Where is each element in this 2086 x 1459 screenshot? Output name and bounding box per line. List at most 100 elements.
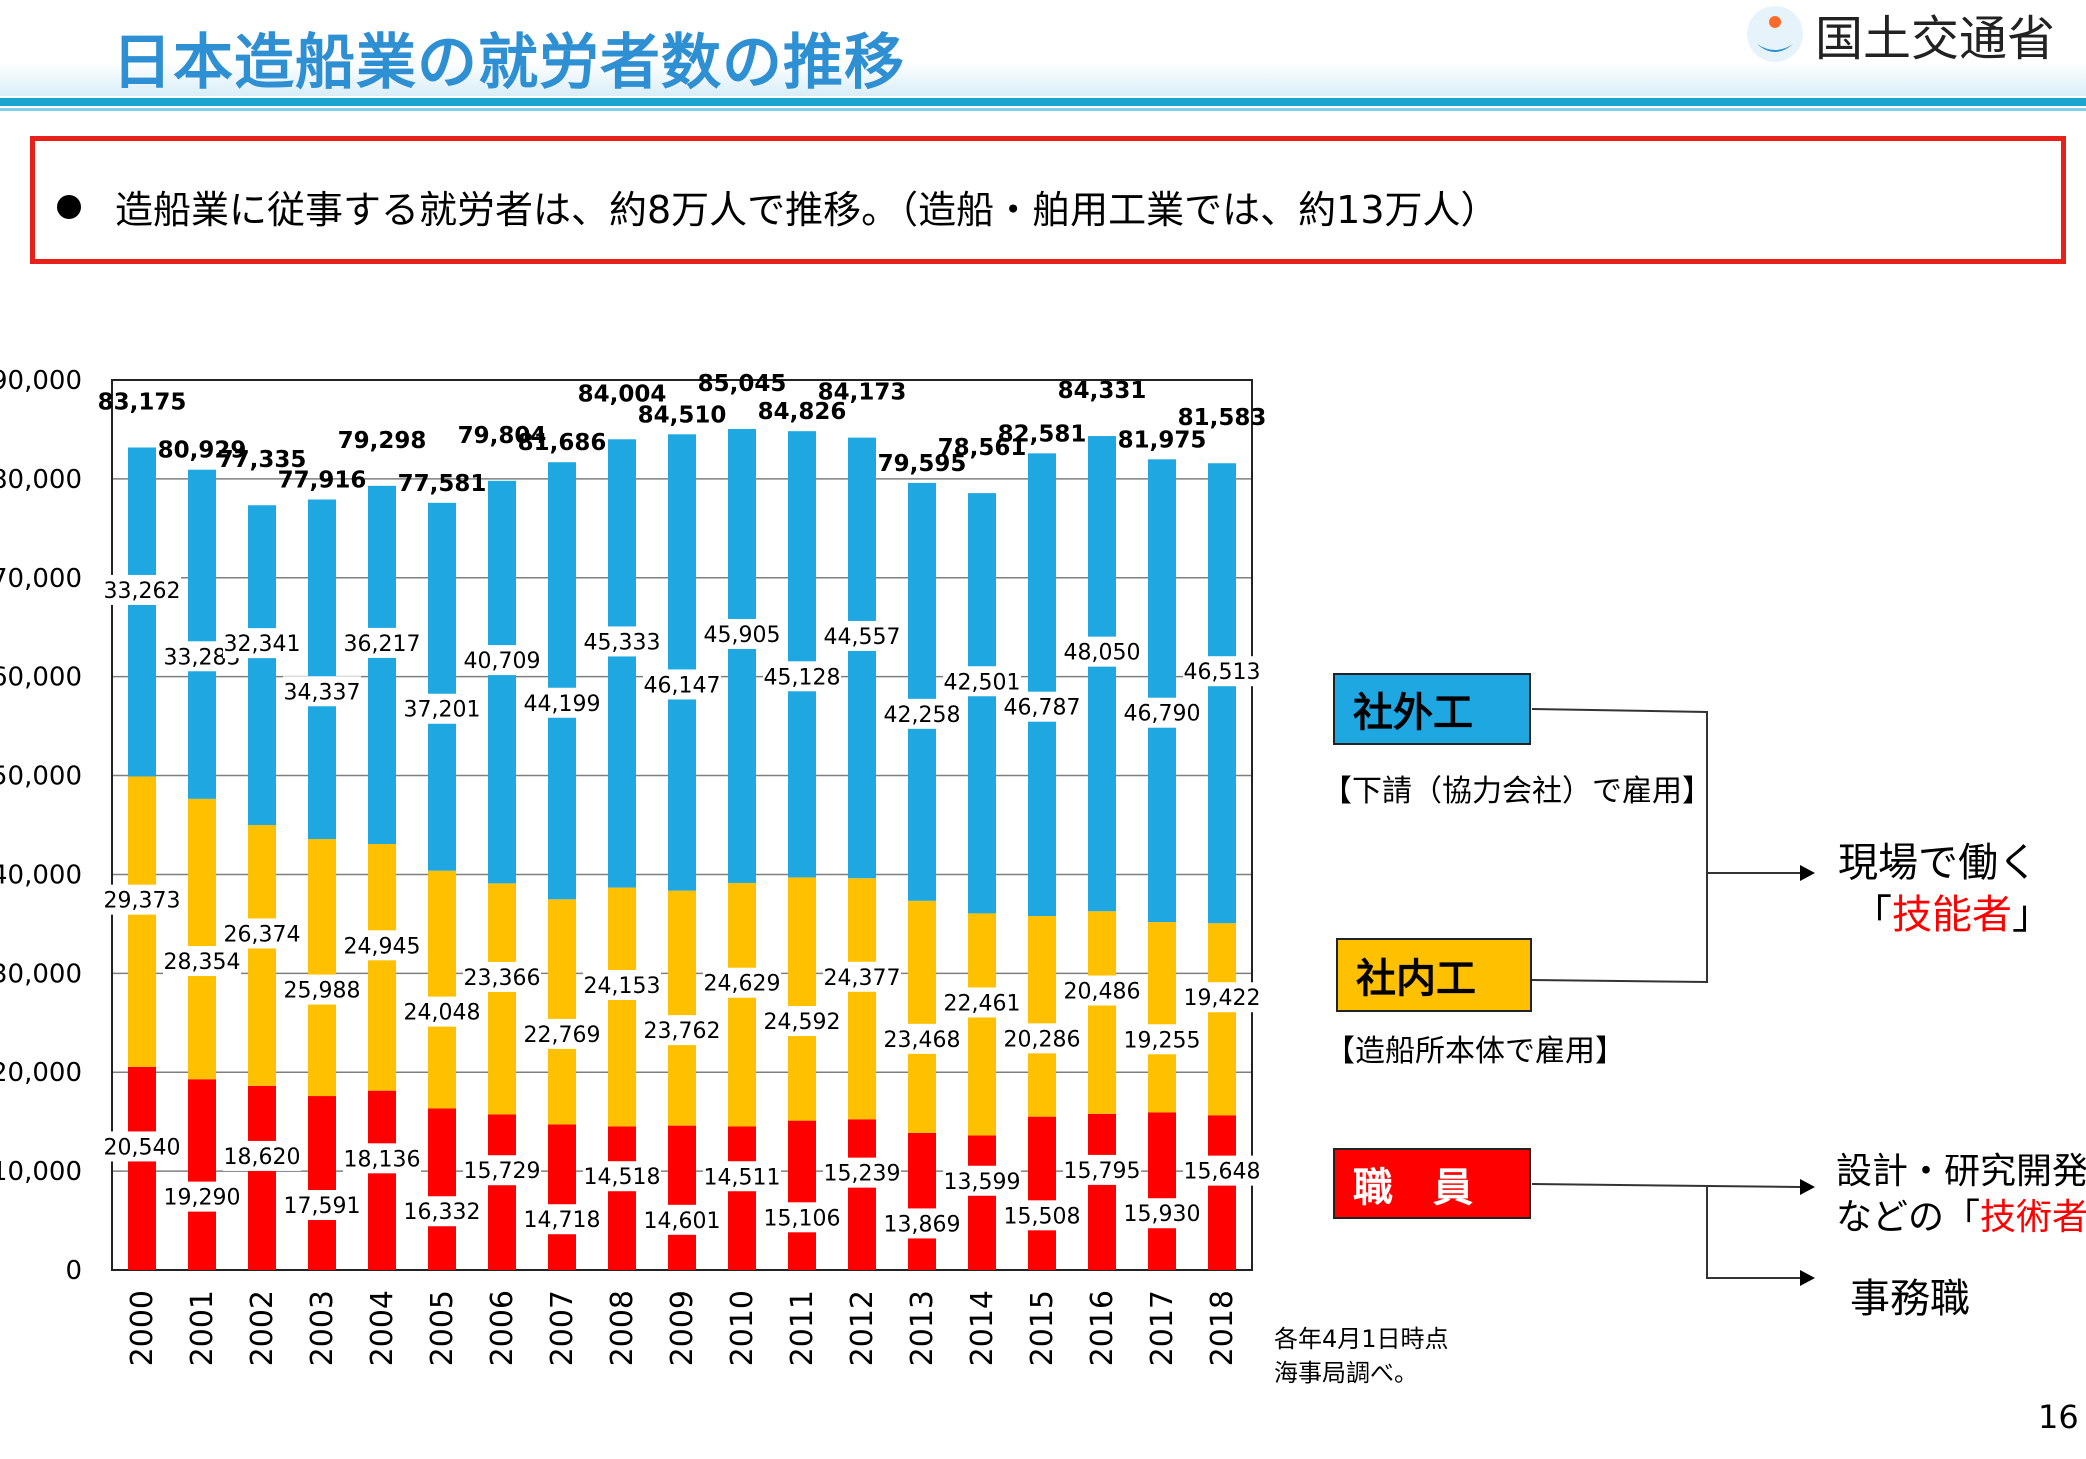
data-label-box — [583, 970, 661, 1001]
data-label: 46,787 — [1004, 696, 1081, 721]
data-label: 15,648 — [1184, 1160, 1261, 1185]
skilled-close-bracket: 」 — [2012, 892, 2052, 938]
bar-segment — [848, 1119, 876, 1270]
footnote: 各年4月1日時点 海事局調べ。 — [1274, 1322, 1449, 1390]
data-label-box — [163, 946, 241, 977]
total-label: 84,826 — [758, 399, 847, 425]
data-label: 42,258 — [884, 703, 961, 728]
bar-segment — [308, 499, 336, 840]
total-label: 79,804 — [458, 423, 547, 449]
data-label-box — [1063, 1154, 1141, 1185]
data-label: 44,557 — [824, 625, 901, 650]
bar-segment — [128, 447, 156, 777]
arrow-engineer-icon — [1800, 1179, 1815, 1195]
y-tick-label: 30,000 — [0, 959, 82, 989]
data-label: 13,869 — [884, 1212, 961, 1237]
legend-staff-label: 職 員 — [1353, 1164, 1473, 1211]
bar-segment — [848, 437, 876, 879]
data-label-box — [283, 676, 361, 707]
data-label-box — [403, 693, 481, 724]
bar-segment — [1028, 1116, 1056, 1270]
bar-segment — [1028, 916, 1056, 1117]
page-title: 日本造船業の就労者数の推移 — [112, 28, 905, 98]
data-label-box — [883, 1023, 961, 1054]
total-label: 79,595 — [878, 451, 967, 477]
data-label-box — [583, 626, 661, 657]
bar-segment — [668, 434, 696, 891]
x-tick-label: 2011 — [785, 1290, 820, 1365]
data-label: 42,501 — [944, 670, 1021, 695]
bar-segment — [608, 1126, 636, 1270]
x-tick-label: 2004 — [365, 1290, 400, 1365]
x-tick-label: 2012 — [845, 1290, 880, 1365]
total-label: 84,331 — [1058, 378, 1147, 404]
y-tick-label: 60,000 — [0, 663, 82, 693]
bar-segment — [908, 1132, 936, 1270]
y-tick-label: 20,000 — [0, 1058, 82, 1088]
bar-segment — [1088, 1113, 1116, 1270]
data-label-box — [943, 987, 1021, 1018]
data-label-box — [1123, 1198, 1201, 1229]
data-label-box — [1123, 1024, 1201, 1055]
total-label: 84,004 — [578, 381, 667, 407]
data-label-box — [403, 1196, 481, 1227]
bar-segment — [1148, 922, 1176, 1113]
data-label: 23,366 — [464, 966, 541, 991]
x-tick-label: 2002 — [245, 1290, 280, 1365]
data-label: 24,153 — [584, 974, 661, 999]
x-tick-label: 2001 — [185, 1290, 220, 1365]
data-label-box — [1123, 697, 1201, 728]
data-label-box — [643, 1204, 721, 1235]
data-label: 34,337 — [284, 680, 361, 705]
data-label-box — [223, 628, 301, 659]
arrow-clerical-icon — [1800, 1270, 1815, 1286]
total-label: 81,975 — [1118, 427, 1207, 453]
data-label-box — [643, 669, 721, 700]
y-tick-label: 40,000 — [0, 860, 82, 890]
data-label: 13,599 — [944, 1170, 1021, 1195]
data-label: 25,988 — [284, 979, 361, 1004]
bar-segment — [488, 883, 516, 1115]
data-label-box — [343, 1143, 421, 1174]
data-label: 44,199 — [524, 692, 601, 717]
x-tick-label: 2005 — [425, 1290, 460, 1365]
header-divider — [0, 98, 2086, 106]
bar-segment — [1208, 923, 1236, 1116]
bar-segment — [1148, 459, 1176, 923]
bar-segment — [128, 776, 156, 1067]
data-label: 24,945 — [344, 934, 421, 959]
x-tick-label: 2000 — [125, 1290, 160, 1365]
data-label-box — [943, 1165, 1021, 1196]
ministry-name: 国土交通省 — [1815, 11, 2056, 67]
page-number: 16 — [2038, 1398, 2079, 1436]
data-label-box — [103, 1131, 181, 1162]
legend-outsourced-label: 社外工 — [1353, 690, 1473, 736]
data-label-box — [523, 1018, 601, 1049]
data-label: 45,905 — [704, 623, 781, 648]
data-label: 15,508 — [1004, 1204, 1081, 1229]
bar-segment — [428, 870, 456, 1109]
data-label: 33,262 — [104, 579, 181, 604]
bar-segment — [188, 1079, 216, 1270]
legend-inhouse-workers: 社内工 — [1336, 938, 1532, 1012]
bar-segment — [968, 1135, 996, 1270]
y-tick-label: 70,000 — [0, 564, 82, 594]
data-label-box — [583, 1161, 661, 1192]
data-label-box — [703, 618, 781, 649]
data-label-box — [703, 967, 781, 998]
bar-segment — [368, 485, 396, 844]
skilled-term: 技能者 — [1892, 892, 2012, 938]
total-label: 80,929 — [158, 438, 247, 464]
footnote-line1: 各年4月1日時点 — [1274, 1325, 1449, 1353]
header-band — [0, 62, 2086, 96]
data-label-box — [1003, 1023, 1081, 1054]
data-label-box — [283, 974, 361, 1005]
data-label: 20,286 — [1004, 1027, 1081, 1052]
data-label: 14,518 — [584, 1165, 661, 1190]
bar-segment — [428, 502, 456, 871]
total-label: 82,581 — [998, 421, 1087, 447]
data-label-box — [523, 687, 601, 718]
connector-clerical — [1706, 1187, 1800, 1279]
bar-segment — [548, 462, 576, 900]
